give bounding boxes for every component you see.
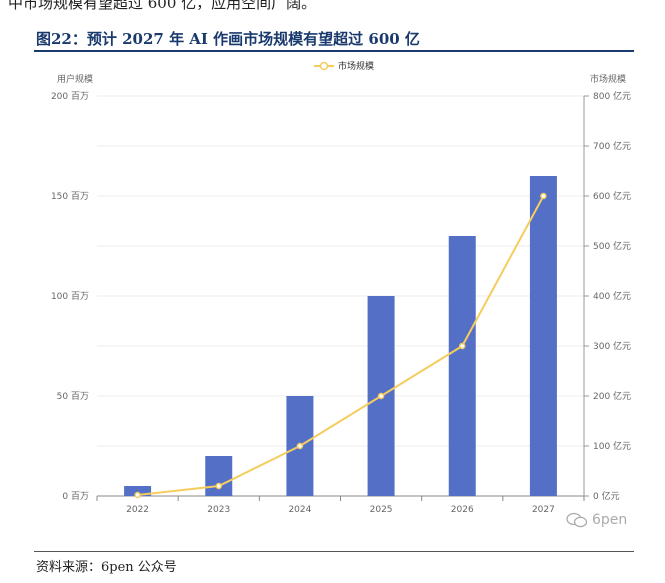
watermark: 6pen: [566, 512, 627, 528]
bar: [205, 456, 233, 496]
y-left-tick-label: 50 百万: [57, 391, 89, 402]
legend-label: 市场规模: [338, 60, 374, 72]
y-right-tick-label: 700 亿元: [593, 140, 631, 152]
y-right-tick-label: 300 亿元: [593, 340, 631, 352]
source-rule: [34, 551, 634, 552]
y-right-tick-label: 100 亿元: [593, 440, 631, 452]
y-right-tick-label: 500 亿元: [593, 240, 631, 252]
title-rule: [34, 50, 634, 52]
figure-title: 图22：预计 2027 年 AI 作画市场规模有望超过 600 亿: [36, 30, 420, 48]
wechat-icon: [566, 512, 588, 528]
y-right-tick-label: 200 亿元: [593, 390, 631, 402]
market-size-line: [137, 195, 545, 496]
dual-axis-chart: 0 亿元 100 亿元 200 亿元 300 亿元 400 亿元 500 亿元 600 亿元…: [51, 60, 631, 515]
y-right-axis-title: 市场规模: [590, 73, 626, 85]
x-tick-label: 2027: [532, 505, 555, 515]
line-point: [215, 482, 222, 490]
line-point: [540, 192, 547, 200]
line-point: [459, 342, 466, 350]
y-left-tick-label: 200 百万: [51, 91, 89, 102]
bar: [124, 486, 152, 496]
line-point: [296, 442, 304, 450]
y-right-tick-label: 800 亿元: [593, 90, 631, 102]
y-right-tick-label: 0 亿元: [593, 490, 620, 502]
y-left-axis-title: 用户规模: [57, 73, 93, 85]
top-cut-text: 中市场规模有望超过 600 亿，应用空间广阔。: [8, 0, 317, 12]
x-tick-label: 2026: [451, 505, 474, 515]
y-right-tick-label: 600 亿元: [593, 190, 631, 202]
x-tick-label: 2024: [288, 505, 311, 515]
source-note: 资料来源：6pen 公众号: [36, 560, 177, 575]
watermark-text: 6pen: [592, 512, 628, 528]
y-right-tick-label: 400 亿元: [593, 290, 631, 302]
x-tick-label: 2025: [370, 505, 393, 515]
line-point: [377, 392, 385, 400]
y-left-tick-label: 0 百万: [62, 491, 89, 502]
legend-point-swatch: [319, 61, 329, 71]
bar: [529, 176, 557, 496]
y-left-tick-label: 100 百万: [51, 291, 89, 302]
bar: [448, 236, 476, 496]
y-left-tick-label: 150 百万: [51, 191, 89, 202]
line-point: [134, 491, 141, 499]
x-tick-label: 2023: [207, 505, 230, 515]
x-tick-label: 2022: [126, 505, 149, 515]
